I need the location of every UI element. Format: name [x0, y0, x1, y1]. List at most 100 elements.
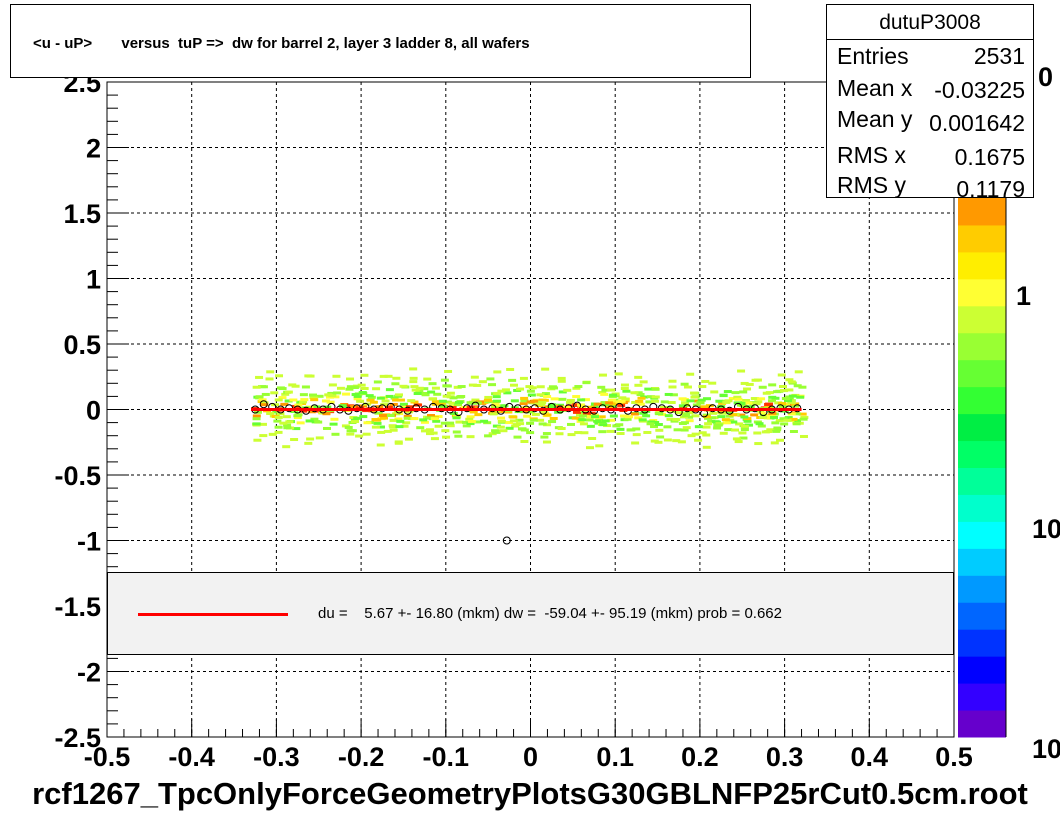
heatmap-cell — [446, 421, 455, 425]
heatmap-cell — [466, 422, 475, 426]
heatmap-cell — [645, 400, 654, 404]
heatmap-cell — [509, 419, 518, 423]
heatmap-cell — [773, 426, 782, 430]
heatmap-cell — [279, 421, 288, 425]
heatmap-cell — [377, 430, 386, 434]
heatmap-cell — [292, 427, 301, 431]
heatmap-cell — [407, 399, 416, 403]
heatmap-cell — [685, 419, 694, 423]
heatmap-cell — [526, 400, 535, 404]
heatmap-cell — [638, 418, 647, 422]
heatmap-cell — [274, 415, 283, 419]
heatmap-cell — [754, 400, 763, 404]
heatmap-cell — [698, 385, 707, 389]
heatmap-cell — [724, 428, 733, 432]
heatmap-cell — [403, 416, 412, 420]
heatmap-cell — [504, 410, 513, 414]
heatmap-cell — [740, 381, 749, 385]
heatmap-cell — [678, 404, 687, 408]
heatmap-cell — [543, 395, 552, 399]
heatmap-cell — [471, 398, 480, 402]
heatmap-cell — [690, 395, 699, 399]
heatmap-cell — [341, 424, 350, 428]
heatmap-cell — [787, 401, 796, 405]
heatmap-cell — [557, 379, 566, 383]
heatmap-cell — [708, 416, 717, 420]
colorbar-swatch — [958, 359, 1006, 388]
colorbar-swatch — [958, 251, 1006, 280]
stats-label-entries: Entries — [837, 43, 909, 69]
heatmap-cell — [470, 375, 479, 379]
heatmap-cell — [620, 387, 629, 391]
heatmap-cell — [441, 429, 450, 433]
heatmap-cell — [275, 374, 284, 378]
heatmap-cell — [598, 390, 607, 394]
heatmap-cell — [411, 388, 420, 392]
heatmap-cell — [468, 383, 477, 387]
heatmap-cell — [650, 425, 659, 429]
x-tick-label: -0.2 — [338, 742, 385, 772]
heatmap-cell — [322, 426, 331, 430]
heatmap-cell — [356, 399, 365, 403]
heatmap-cell — [702, 425, 711, 429]
y-axis: -2.5-2-1.5-1-0.500.511.522.5 — [54, 68, 129, 753]
heatmap-cell — [405, 405, 414, 409]
heatmap-cell — [637, 396, 646, 400]
heatmap-cell — [252, 385, 261, 389]
heatmap-cell — [702, 413, 711, 417]
heatmap-cell — [755, 422, 764, 426]
heatmap-cell — [599, 423, 608, 427]
heatmap-cell — [440, 421, 449, 425]
heatmap-cell — [466, 435, 475, 439]
heatmap-cell — [473, 420, 482, 424]
heatmap-cell — [426, 414, 435, 418]
heatmap-cell — [694, 438, 703, 442]
heatmap-cell — [574, 431, 583, 435]
heatmap-cell — [642, 409, 651, 413]
heatmap-cell — [307, 410, 316, 414]
heatmap-cell — [768, 383, 777, 387]
heatmap-cell — [520, 410, 529, 414]
heatmap-cell — [399, 402, 408, 406]
heatmap-cell — [682, 413, 691, 417]
heatmap-cell — [660, 400, 669, 404]
chart-title: <u - uP> versus tuP => dw for barrel 2, … — [33, 35, 530, 52]
heatmap-cell — [750, 413, 759, 417]
heatmap-cell — [466, 415, 475, 419]
heatmap-cell — [443, 400, 452, 404]
heatmap-cell — [702, 415, 711, 419]
file-name-footer: rcf1267_TpcOnlyForceGeometryPlotsG30GBLN… — [32, 776, 1028, 811]
title-box: <u - uP> versus tuP => dw for barrel 2, … — [10, 4, 751, 78]
heatmap-cell — [792, 422, 801, 426]
heatmap-cell — [465, 417, 474, 421]
heatmap-cell — [646, 395, 655, 399]
heatmap-cell — [541, 392, 550, 396]
heatmap-cell — [691, 414, 700, 418]
legend-fit-result: du = 5.67 +- 16.80 (mkm) dw = -59.04 +- … — [318, 605, 782, 622]
heatmap-cell — [764, 405, 773, 409]
heatmap-cell — [420, 429, 429, 433]
heatmap-cell — [580, 431, 589, 435]
heatmap-cell — [651, 387, 660, 391]
heatmap-cell — [636, 402, 645, 406]
heatmap-cell — [538, 398, 547, 402]
heatmap-cell — [520, 396, 529, 400]
heatmap-cell — [455, 420, 464, 424]
heatmap-cell — [280, 402, 289, 406]
heatmap-cell — [497, 389, 506, 393]
heatmap-cell — [355, 434, 364, 438]
heatmap-cell — [624, 415, 633, 419]
heatmap-cell — [516, 387, 525, 391]
heatmap-cell — [788, 394, 797, 398]
heatmap-cell — [683, 385, 692, 389]
heatmap-cell — [780, 389, 789, 393]
heatmap-cell — [644, 387, 653, 391]
heatmap-cell — [509, 383, 518, 387]
heatmap-cell — [345, 387, 354, 391]
heatmap-cell — [457, 385, 466, 389]
heatmap-cell — [643, 430, 652, 434]
heatmap-cell — [336, 386, 345, 390]
heatmap-cell — [378, 414, 387, 418]
heatmap-cell — [738, 431, 747, 435]
heatmap-cell — [541, 411, 550, 415]
